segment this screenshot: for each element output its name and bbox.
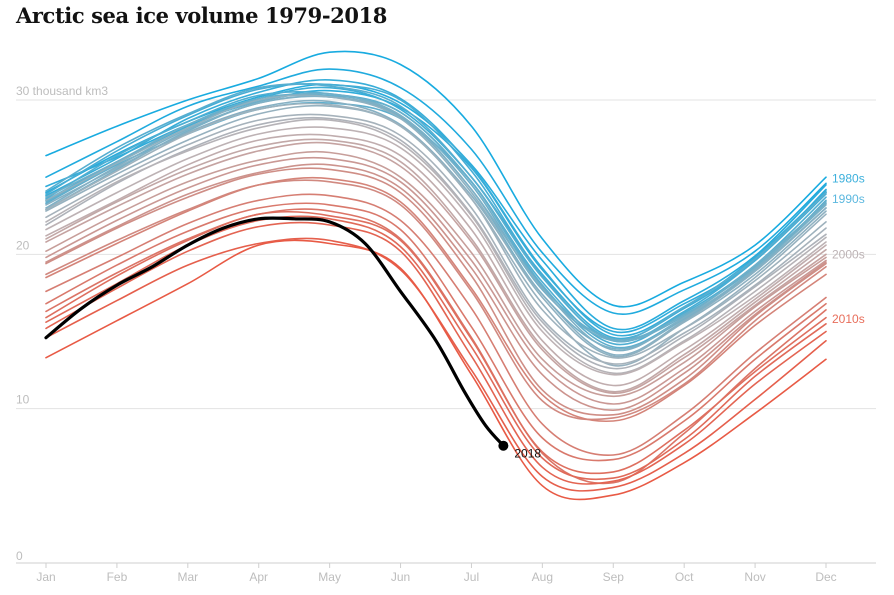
- y-tick-label: 30 thousand km3: [16, 84, 108, 98]
- series-line-2006: [45, 163, 827, 412]
- y-tick-label: 20: [16, 238, 30, 252]
- series-line-2013: [45, 210, 827, 475]
- series-line-2004: [45, 150, 827, 398]
- x-tick-label: Apr: [249, 570, 268, 584]
- x-tick-label: Nov: [744, 570, 765, 584]
- series-line-1992: [45, 95, 827, 352]
- series-line-2012: [45, 208, 827, 485]
- x-tick-label: Aug: [532, 570, 553, 584]
- x-tick-label: Sep: [603, 570, 625, 584]
- series-line-2017: [45, 239, 827, 501]
- series-line-2018: [44, 216, 505, 448]
- x-tick-label: Dec: [815, 570, 836, 584]
- series-line-2010: [45, 193, 827, 456]
- chart-title: Arctic sea ice volume 1979-2018: [16, 3, 388, 28]
- decade-label-1990s: 1990s: [832, 192, 865, 206]
- x-tick-label: Jan: [36, 570, 55, 584]
- y-tick-label: 10: [16, 393, 30, 407]
- series-line-2005: [45, 156, 827, 405]
- decade-label-2010s: 2010s: [832, 312, 865, 326]
- decade-label-1980s: 1980s: [832, 172, 865, 186]
- series-line-1987: [45, 83, 827, 341]
- series-line-1997: [45, 113, 827, 365]
- series-line-2015: [45, 221, 827, 485]
- x-tick-label: Jul: [464, 570, 479, 584]
- axes: 0 10 20 30 thousand km3 Jan Feb Mar Apr May Jun Ju…: [16, 84, 876, 584]
- series-line-2002: [45, 138, 827, 393]
- series-line-2014: [45, 215, 827, 481]
- series-line-1996: [45, 102, 827, 359]
- series-lines: [45, 50, 827, 501]
- series-line-2009: [45, 176, 827, 423]
- series-line-1979: [45, 50, 827, 308]
- series-line-1980: [45, 68, 827, 315]
- series-line-1994: [45, 94, 827, 358]
- series-end-label-2018: 2018: [514, 447, 541, 461]
- x-tick-label: May: [318, 570, 341, 584]
- series-line-2001: [45, 133, 827, 387]
- series-labels: 1980s 1990s 2000s 2010s: [832, 172, 865, 326]
- series-line-2016: [45, 237, 827, 492]
- series-line-2007: [45, 167, 827, 416]
- highlight-series: 2018: [44, 216, 541, 461]
- x-tick-label: Feb: [107, 570, 128, 584]
- x-tick-label: Oct: [675, 570, 694, 584]
- series-line-1985: [45, 83, 827, 343]
- series-line-2011: [45, 202, 827, 462]
- series-line-1993: [45, 99, 827, 356]
- series-line-2000: [45, 126, 827, 376]
- series-line-2003: [45, 141, 827, 395]
- y-tick-label: 0: [16, 549, 23, 563]
- decade-label-2000s: 2000s: [832, 247, 865, 261]
- series-line-1999: [45, 118, 827, 375]
- series-end-point-2018: [498, 440, 509, 451]
- x-tick-label: Jun: [391, 570, 410, 584]
- series-line-1998: [45, 116, 827, 370]
- series-line-2008: [45, 179, 827, 421]
- x-tick-label: Mar: [177, 570, 198, 584]
- series-line-1990: [45, 92, 827, 343]
